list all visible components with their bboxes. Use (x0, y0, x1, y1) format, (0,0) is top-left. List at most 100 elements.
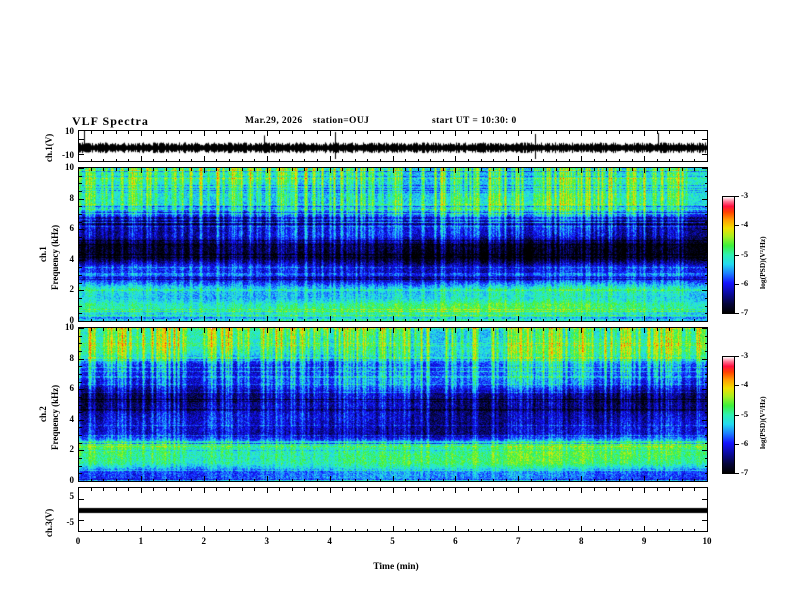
ytick-ch1 (78, 259, 84, 261)
xtick-minor (342, 528, 344, 532)
panel-ch1-spectrogram (78, 167, 708, 322)
ytick-ch2 (78, 343, 82, 345)
xtick-minor (78, 476, 79, 482)
xtick-minor (417, 478, 419, 482)
xtick-minor (266, 130, 268, 136)
xtick-minor (480, 167, 482, 171)
xtick-minor (78, 316, 79, 322)
ytick-ch2 (704, 396, 708, 398)
xtick-minor (631, 158, 633, 162)
xtick-minor (367, 327, 369, 331)
ytick-ch1 (704, 236, 708, 238)
ytick-ch2 (704, 373, 708, 375)
ytick-ch2 (78, 435, 82, 437)
xtick-minor (266, 167, 268, 173)
xtick-minor (681, 528, 683, 532)
xtick-minor (354, 130, 356, 134)
xtick-minor (103, 528, 105, 532)
ytick-ch2 (78, 358, 84, 360)
ytick-ch1 (78, 252, 82, 254)
xtick-minor (279, 327, 281, 331)
xtick-minor (417, 167, 419, 171)
xtick-minor (556, 167, 558, 171)
xtick-minor (115, 478, 117, 482)
xtick-minor (568, 478, 570, 482)
colorbar-ch2-tick-label--6: -6 (741, 437, 749, 448)
ytick-ch1 (704, 190, 708, 192)
xtick-minor (140, 487, 142, 493)
xtick-minor (228, 528, 230, 532)
xtick-minor (291, 327, 293, 331)
xtick-minor (480, 318, 482, 322)
xtick-minor (203, 526, 205, 532)
xtick-minor (128, 167, 130, 171)
xtick-minor (467, 130, 469, 134)
xtick-minor (140, 316, 142, 322)
colorbar-ch2-tick-label--7: -7 (741, 467, 749, 477)
ytick-ch1 (78, 221, 82, 223)
xtick-minor (669, 478, 671, 482)
xtick-minor (442, 167, 444, 171)
xtick-minor (606, 158, 608, 162)
xtick-minor (581, 130, 583, 136)
xtick-minor (568, 327, 570, 331)
ytick-ch1 (704, 313, 708, 315)
xtick-minor (203, 476, 205, 482)
xtick-minor (115, 327, 117, 331)
ytick-ch1 (78, 168, 84, 169)
figure-start-ut: start UT = 10:30: 0 (432, 116, 517, 126)
xtick-minor (329, 526, 331, 532)
xtick-minor (216, 478, 218, 482)
xtick-minor (455, 156, 457, 162)
xtick-minor (644, 130, 646, 136)
xtick-minor (593, 130, 595, 134)
xtick-minor (203, 167, 205, 173)
xtick-minor (581, 316, 583, 322)
xtick-minor (228, 478, 230, 482)
ytick-ch1 (704, 183, 708, 185)
xtick-minor (480, 528, 482, 532)
xtick-minor (128, 528, 130, 532)
xtick-minor (442, 528, 444, 532)
ytick-ch1 (702, 290, 708, 292)
ytick-ch2 (78, 404, 82, 406)
xtick-minor (342, 167, 344, 171)
xtick-minor (405, 478, 407, 482)
xtick-minor (568, 130, 570, 134)
xtick-minor (90, 158, 92, 162)
xtick-minor (266, 156, 268, 162)
xtick-minor (467, 528, 469, 532)
xtick-minor (606, 478, 608, 482)
xtick-minor (618, 318, 620, 322)
xtick-minor (568, 528, 570, 532)
xtick-minor (593, 318, 595, 322)
xtick-minor (618, 167, 620, 171)
xtick-minor (191, 167, 193, 171)
xtick-minor (329, 487, 331, 493)
xtick-minor (405, 327, 407, 331)
colorbar-ch1-tick (735, 283, 739, 285)
xtick-minor (392, 156, 394, 162)
xtick-minor (153, 487, 155, 491)
xtick-minor (228, 327, 230, 331)
panel-ch2-spec-ylabel: ch.2 (38, 406, 48, 422)
xtick-minor (342, 478, 344, 482)
ytick-label-ch1-10: 10 (65, 162, 74, 172)
xtick-minor (140, 156, 142, 162)
ytick-ch1 (704, 213, 708, 215)
xtick-minor (568, 167, 570, 171)
ytick-ch1 (78, 267, 82, 269)
ytick-ch2 (78, 481, 84, 482)
xtick-minor (329, 156, 331, 162)
ytick-ch2 (704, 335, 708, 337)
xtick-minor (128, 327, 130, 331)
ytick-ch1-neg10: -10 (62, 150, 74, 160)
ytick-ch2 (704, 381, 708, 383)
xtick-minor (681, 167, 683, 171)
xtick-minor (467, 478, 469, 482)
xtick-minor (367, 130, 369, 134)
xtick-minor (455, 167, 457, 173)
xtick-minor (430, 158, 432, 162)
xtick-minor (530, 130, 532, 134)
xtick-minor (178, 158, 180, 162)
